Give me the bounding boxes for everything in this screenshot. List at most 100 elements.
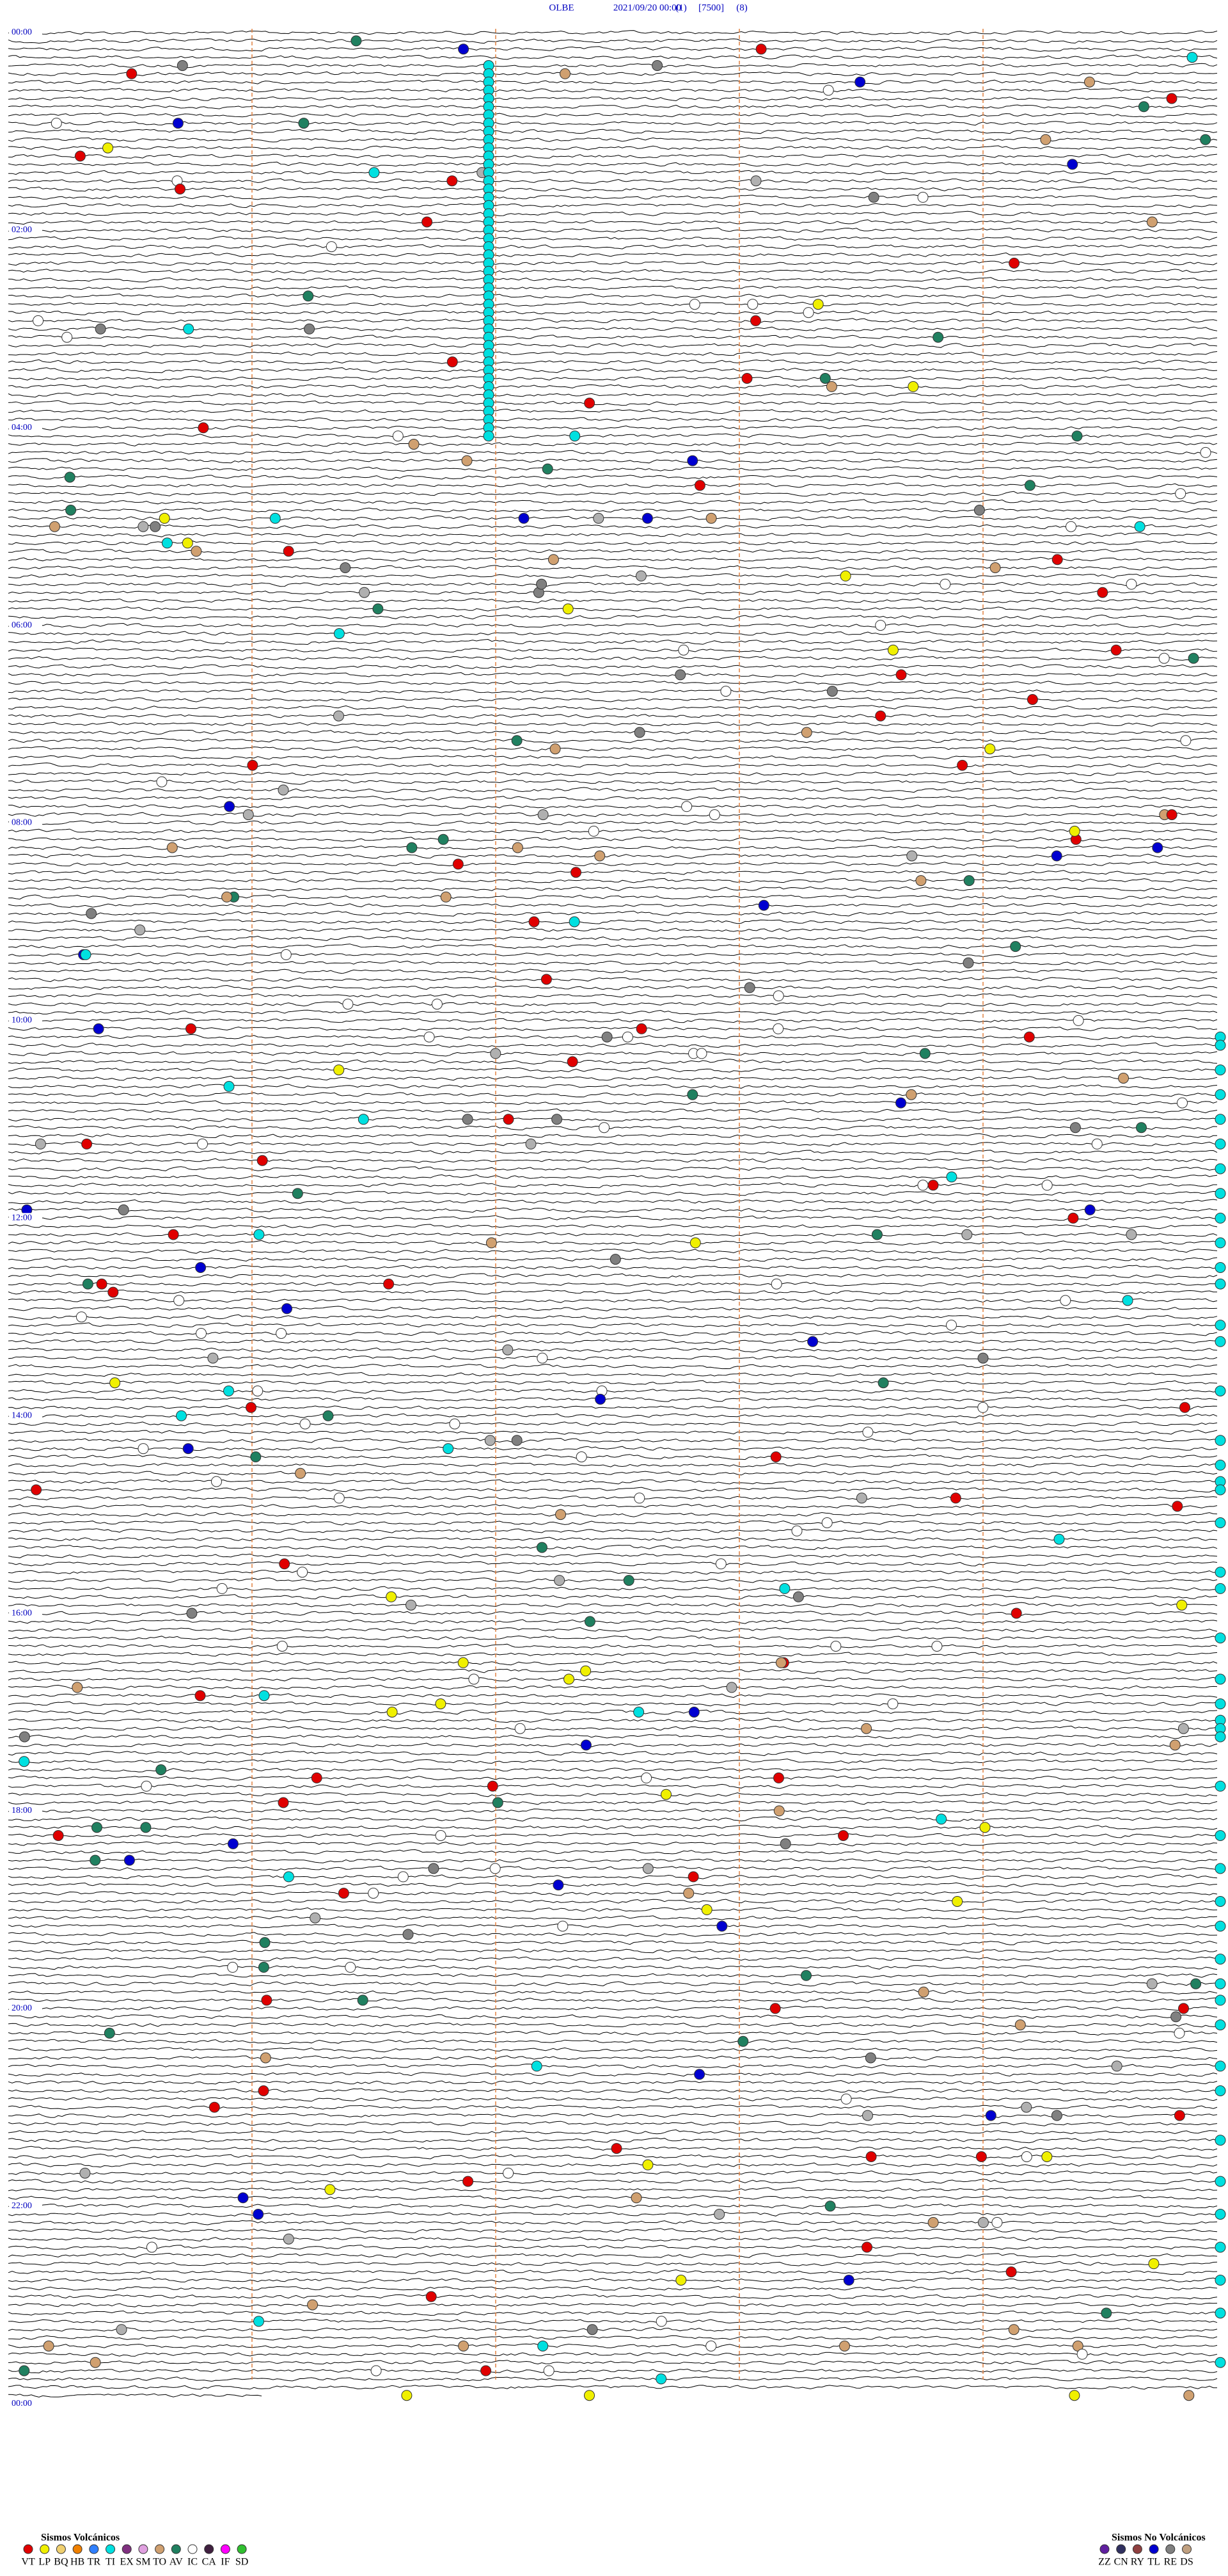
event-marker <box>435 1698 446 1710</box>
legend-label: LP <box>38 2557 51 2568</box>
event-marker <box>223 1080 235 1092</box>
event-marker <box>1138 101 1149 113</box>
trace <box>8 1339 1218 1345</box>
trace <box>8 409 1218 415</box>
event-marker <box>1069 1122 1081 1134</box>
event-marker <box>656 2373 667 2385</box>
event-marker <box>887 644 899 656</box>
event-marker <box>1146 216 1158 228</box>
label-bg <box>9 2398 42 2409</box>
event-marker <box>1215 1567 1226 1578</box>
event-marker <box>1169 1739 1181 1751</box>
legend-label: AV <box>169 2557 183 2568</box>
trace <box>8 326 1218 332</box>
event-marker <box>840 2093 852 2105</box>
event-marker <box>278 1797 289 1808</box>
trace <box>8 318 1218 324</box>
event-marker <box>386 1591 397 1602</box>
filter: (8) <box>736 3 748 13</box>
trace <box>8 1742 1218 1748</box>
trace <box>8 1677 1218 1682</box>
trace <box>8 1190 1218 1196</box>
event-marker <box>688 1707 700 1718</box>
event-marker <box>821 1517 833 1528</box>
event-marker <box>79 2167 91 2179</box>
event-marker <box>871 1229 883 1240</box>
event-marker <box>1215 1278 1226 1290</box>
trace <box>8 475 1218 480</box>
trace <box>8 63 1218 68</box>
event-marker <box>989 562 1001 573</box>
event-marker <box>43 2341 54 2351</box>
label-bg <box>9 818 42 828</box>
event-marker <box>242 809 254 821</box>
trace <box>8 441 1218 447</box>
event-marker <box>705 512 717 524</box>
trace <box>8 466 1218 472</box>
trace <box>8 910 1218 917</box>
event-marker <box>555 1509 566 1521</box>
event-marker <box>553 1879 564 1891</box>
trace <box>8 532 1218 538</box>
event-marker <box>826 686 838 697</box>
trace <box>8 1009 1218 1015</box>
trace <box>8 1059 1218 1065</box>
event-marker <box>642 1863 654 1874</box>
trace <box>8 450 1218 455</box>
event-marker <box>462 2176 474 2187</box>
event-marker <box>186 1608 198 1619</box>
trace <box>8 1371 1218 1377</box>
legend-swatch <box>1182 2544 1192 2554</box>
event-marker <box>1041 2151 1053 2162</box>
trace <box>8 1932 1218 1937</box>
event-marker <box>1158 652 1170 664</box>
trace <box>8 1948 1218 1954</box>
trace <box>8 1635 1218 1641</box>
event-marker <box>458 43 469 55</box>
event-marker <box>307 2299 319 2311</box>
event-marker <box>599 1122 610 1134</box>
trace <box>8 1940 1218 1945</box>
trace <box>8 1314 1218 1320</box>
event-marker <box>1111 2060 1122 2072</box>
trace <box>8 1709 1218 1715</box>
trace <box>8 219 1218 225</box>
event-marker <box>803 307 814 319</box>
trace <box>8 2064 1218 2069</box>
trace <box>8 589 1218 595</box>
event-marker <box>586 2324 598 2335</box>
event-marker <box>140 1822 152 1833</box>
event-marker <box>963 875 975 887</box>
event-marker <box>283 2233 294 2245</box>
trace <box>8 2047 1218 2053</box>
trace <box>8 1100 1218 1105</box>
event-marker <box>51 118 62 129</box>
event-marker <box>755 43 767 55</box>
legend-swatch <box>89 2544 99 2554</box>
trace <box>8 1725 1218 1732</box>
trace <box>8 1150 1218 1155</box>
label-bg <box>9 1608 42 1619</box>
trace <box>8 853 1218 859</box>
trace <box>8 771 1218 777</box>
event-marker <box>979 1822 991 1833</box>
event-marker <box>1215 1954 1226 1965</box>
trace <box>8 515 1218 521</box>
event-marker <box>461 455 473 466</box>
event-marker <box>52 1830 64 1841</box>
trace <box>8 210 1218 216</box>
trace <box>8 1915 1218 1920</box>
trace <box>8 71 1218 77</box>
time-label: 06:00 <box>12 620 32 630</box>
event-marker <box>611 2143 622 2154</box>
event-marker <box>652 60 663 71</box>
event-marker <box>1215 1459 1226 1471</box>
label-bg <box>9 620 42 631</box>
trace <box>8 729 1218 736</box>
trace <box>8 2236 1218 2242</box>
trace <box>8 400 1218 406</box>
event-marker <box>838 1830 849 1841</box>
trace <box>8 1874 1218 1880</box>
event-marker <box>246 1402 256 1413</box>
event-marker <box>919 1048 931 1059</box>
